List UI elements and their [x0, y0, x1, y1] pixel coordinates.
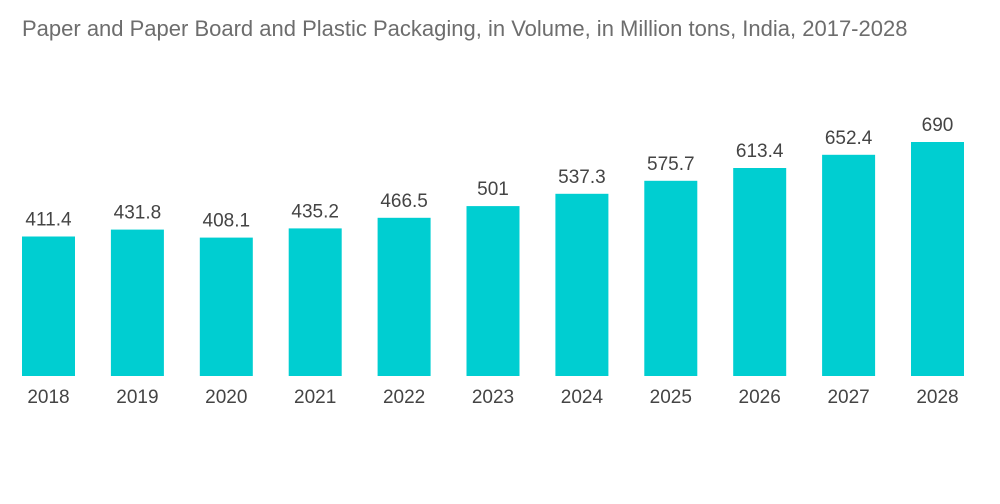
- x-tick-label-2021: 2021: [294, 387, 336, 408]
- x-tick-label-2020: 2020: [205, 387, 247, 408]
- x-tick-label-2023: 2023: [472, 387, 514, 408]
- x-tick-label-2027: 2027: [827, 387, 869, 408]
- data-label-2022: 466.5: [380, 191, 428, 212]
- x-tick-label-2028: 2028: [916, 387, 958, 408]
- data-label-2027: 652.4: [825, 128, 873, 149]
- x-tick-label-2024: 2024: [561, 387, 604, 408]
- x-tick-label-2026: 2026: [739, 387, 781, 408]
- x-tick-label-2022: 2022: [383, 387, 425, 408]
- bar-2025: [644, 180, 698, 376]
- bar-2022: [377, 217, 431, 376]
- bar-2026: [733, 168, 787, 376]
- data-label-2024: 537.3: [558, 167, 606, 188]
- data-label-2023: 501: [477, 179, 509, 200]
- x-axis-ticks: 2018 2019 2020 2021 2022 2023 2024 2025 2026 2027…: [27, 387, 958, 408]
- data-label-2026: 613.4: [736, 141, 784, 162]
- bar-2023: [466, 206, 520, 376]
- data-label-2028: 690: [922, 115, 954, 136]
- data-label-2019: 431.8: [114, 203, 162, 224]
- data-label-2025: 575.7: [647, 154, 695, 175]
- bar-2028: [911, 142, 964, 376]
- x-tick-label-2018: 2018: [27, 387, 69, 408]
- bar-2027: [822, 154, 876, 376]
- bar-2018: [22, 236, 75, 376]
- bar-2024: [555, 193, 609, 376]
- data-label-2020: 408.1: [203, 211, 251, 232]
- x-tick-label-2025: 2025: [650, 387, 692, 408]
- x-tick-label-2019: 2019: [116, 387, 158, 408]
- value-labels-group: 411.4 431.8 408.1 435.2 466.5 501 537.3 575.7 61…: [25, 115, 953, 232]
- chart-title: Paper and Paper Board and Plastic Packag…: [22, 16, 908, 41]
- data-label-2018: 411.4: [25, 210, 72, 231]
- data-label-2021: 435.2: [291, 201, 339, 222]
- bar-2019: [110, 229, 164, 376]
- bar-2020: [199, 237, 253, 376]
- bar-2021: [288, 228, 342, 376]
- bars-group: [22, 142, 964, 376]
